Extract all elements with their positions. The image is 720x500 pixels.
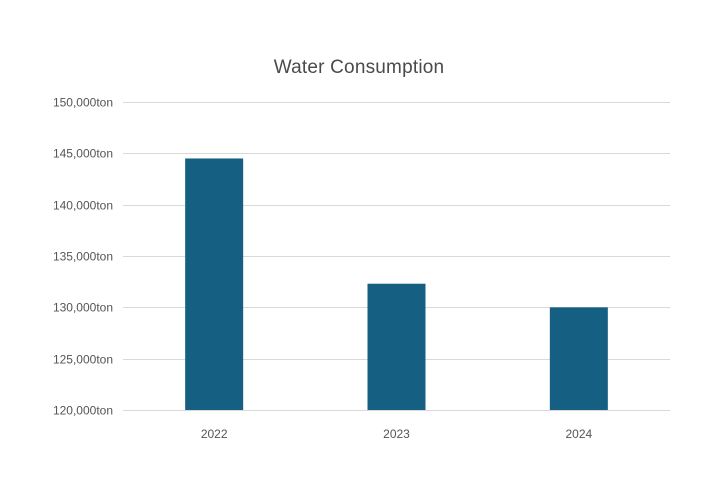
x-tick-label: 2022 [201, 427, 228, 441]
x-tick-label: 2024 [565, 427, 592, 441]
y-tick-label: 130,000ton [53, 301, 113, 315]
bar-2024 [549, 307, 608, 410]
bar-2023 [367, 283, 426, 410]
y-tick-label: 135,000ton [53, 250, 113, 264]
bar-2022 [185, 158, 244, 410]
x-tick-label: 2023 [383, 427, 410, 441]
y-tick-label: 125,000ton [53, 353, 113, 367]
y-tick-label: 140,000ton [53, 199, 113, 213]
chart-title: Water Consumption [273, 57, 445, 78]
y-tick-label: 150,000ton [53, 96, 113, 110]
y-tick-label: 145,000ton [53, 147, 113, 161]
y-tick-label: 120,000ton [53, 404, 113, 418]
